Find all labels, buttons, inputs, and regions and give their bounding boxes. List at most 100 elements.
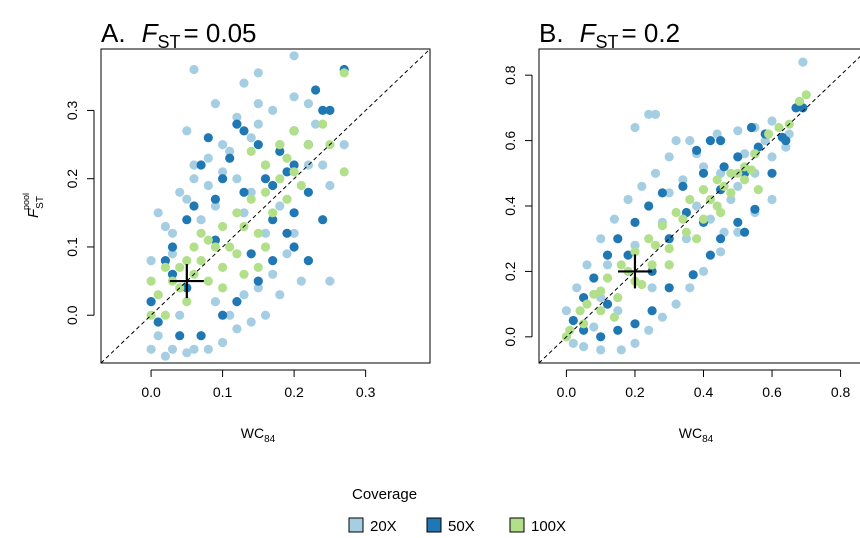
data-point xyxy=(647,306,657,316)
data-point xyxy=(182,215,192,225)
data-point xyxy=(596,234,606,244)
data-point xyxy=(225,146,235,156)
data-point xyxy=(232,174,242,184)
data-point xyxy=(296,180,306,191)
data-point xyxy=(175,262,185,272)
data-point xyxy=(613,234,623,244)
data-point xyxy=(630,319,640,329)
data-point xyxy=(746,165,757,175)
panel-b-frame xyxy=(538,48,860,364)
data-point xyxy=(146,276,156,286)
data-point xyxy=(705,250,716,260)
data-point xyxy=(160,221,170,232)
data-point xyxy=(210,99,220,109)
data-point xyxy=(582,299,592,309)
data-point xyxy=(716,207,726,218)
data-point xyxy=(678,181,688,191)
data-point xyxy=(671,136,681,146)
data-point xyxy=(160,310,170,320)
data-point xyxy=(218,262,228,272)
data-point xyxy=(644,325,654,335)
data-point xyxy=(218,174,228,184)
data-point xyxy=(232,119,242,129)
data-point xyxy=(253,140,263,150)
data-point xyxy=(203,133,213,143)
data-point xyxy=(167,228,178,238)
data-point xyxy=(596,332,606,342)
data-point xyxy=(289,92,299,102)
data-point xyxy=(339,167,349,177)
data-point xyxy=(647,283,657,293)
legend-item: 20X xyxy=(348,517,397,535)
x-tick-label: 0.2 xyxy=(625,384,645,400)
data-point xyxy=(311,85,321,95)
panel-b-series-100x xyxy=(561,90,811,342)
data-point xyxy=(561,306,572,316)
data-point xyxy=(203,235,213,245)
data-point xyxy=(609,214,620,224)
data-point xyxy=(232,112,242,122)
data-point xyxy=(685,194,695,205)
data-point xyxy=(239,78,249,88)
data-point xyxy=(664,188,674,198)
data-point xyxy=(282,249,292,259)
data-point xyxy=(623,250,633,260)
data-point xyxy=(698,266,709,276)
data-point xyxy=(325,105,335,115)
panel-a-title: A. FST = 0.05 xyxy=(101,18,257,52)
data-point xyxy=(716,234,726,244)
data-point xyxy=(650,109,661,119)
data-point xyxy=(613,325,623,335)
data-point xyxy=(698,214,709,224)
data-point xyxy=(630,217,640,227)
data-point xyxy=(568,315,578,326)
data-point xyxy=(189,242,199,252)
panel-a-series-20x xyxy=(146,51,349,361)
data-point xyxy=(218,337,228,348)
data-point xyxy=(733,217,743,227)
data-point xyxy=(282,153,292,163)
data-point xyxy=(602,250,613,260)
data-point xyxy=(289,51,299,61)
data-point xyxy=(289,208,299,218)
x-tick-label: 0.0 xyxy=(141,384,161,400)
data-point xyxy=(589,322,599,332)
data-point xyxy=(637,181,647,191)
panel-a-x-axis: 0.0 0.1 0.2 0.3 xyxy=(141,369,376,400)
data-point xyxy=(318,119,328,129)
data-point xyxy=(210,242,220,252)
data-point xyxy=(225,153,235,163)
data-point xyxy=(239,269,249,279)
data-point xyxy=(153,331,163,341)
data-point xyxy=(268,180,278,191)
data-point xyxy=(647,260,657,270)
data-point xyxy=(764,129,774,139)
data-point xyxy=(289,242,299,252)
data-point xyxy=(678,214,688,224)
data-point xyxy=(698,162,709,172)
data-point xyxy=(210,194,220,204)
data-point xyxy=(692,201,702,211)
data-point xyxy=(196,160,206,170)
panel-a-reference-line xyxy=(101,49,430,363)
data-point xyxy=(203,180,213,191)
data-point xyxy=(719,162,729,172)
data-point xyxy=(146,344,156,354)
data-point xyxy=(239,187,249,197)
y-tick-label: 0.1 xyxy=(64,237,80,257)
data-point xyxy=(260,160,271,170)
data-point xyxy=(253,68,263,78)
data-point xyxy=(318,160,328,170)
data-point xyxy=(232,324,242,334)
legend-label: 50X xyxy=(448,518,475,535)
data-point xyxy=(189,174,199,184)
data-point xyxy=(189,201,199,211)
data-point xyxy=(303,99,313,109)
data-point xyxy=(678,175,688,185)
legend-label: 20X xyxy=(370,518,397,535)
data-point xyxy=(203,276,213,286)
data-point xyxy=(153,317,163,327)
data-point xyxy=(153,290,163,300)
data-point xyxy=(232,208,242,218)
data-point xyxy=(275,146,285,156)
